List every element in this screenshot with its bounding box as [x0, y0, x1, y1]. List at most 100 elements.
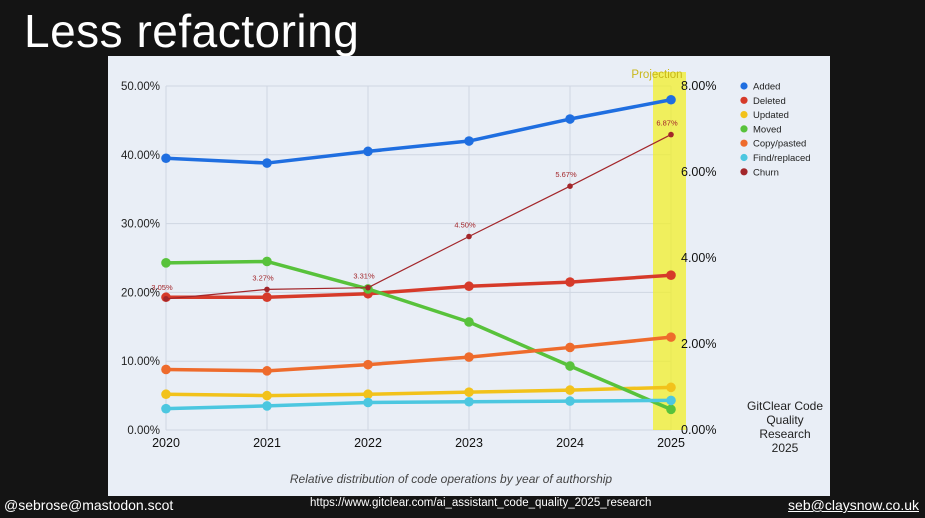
data-point: [565, 277, 575, 287]
data-point: [464, 136, 474, 146]
data-point: [262, 158, 272, 168]
data-point: [666, 270, 676, 280]
data-point: [464, 352, 474, 362]
data-point: [163, 296, 169, 302]
y-left-tick-label: 0.00%: [127, 425, 160, 437]
line-chart: Projection 3.05% 3.27% 3.31% 4.50% 5.67% 6.87…: [121, 69, 823, 486]
legend-label: Copy/pasted: [753, 139, 806, 150]
data-point: [464, 396, 474, 407]
data-point: [161, 258, 171, 268]
legend-marker: [740, 139, 748, 147]
legend-label: Deleted: [753, 96, 786, 107]
data-point: [161, 153, 171, 164]
legend-label: Churn: [753, 167, 779, 178]
data-point: [363, 359, 373, 370]
data-label: 6.87%: [656, 119, 678, 128]
data-point: [565, 385, 575, 395]
y-left-tick-label: 40.00%: [121, 150, 160, 162]
series-line-updated: [165, 385, 672, 398]
legend-label: Updated: [753, 110, 789, 121]
data-point: [666, 395, 676, 406]
data-point: [363, 397, 373, 408]
y-left-tick-label: 20.00%: [121, 287, 160, 299]
data-point: [666, 382, 676, 393]
data-point: [668, 131, 674, 138]
data-point: [262, 390, 272, 401]
footer-email: seb@claysnow.co.uk: [788, 497, 919, 513]
legend-marker: [740, 153, 748, 162]
data-point: [666, 94, 676, 105]
x-tick-label: 2020: [152, 436, 180, 450]
x-tick-label: 2021: [253, 436, 281, 450]
notes: GitClear CodeQualityResearch2025Relative…: [290, 399, 823, 486]
data-point: [466, 233, 472, 240]
data-point: [264, 286, 270, 293]
data-point: [161, 403, 171, 414]
x-tick-label: 2023: [455, 436, 483, 450]
legend-label: Added: [753, 82, 780, 93]
projection-highlight: Projection: [631, 69, 686, 430]
series-line-deleted: [166, 273, 672, 299]
chart-caption: Relative distribution of code operations…: [290, 472, 613, 486]
data-point: [262, 292, 272, 303]
data-label: 5.67%: [555, 170, 577, 179]
data-point: [565, 114, 575, 124]
y-left-tick-label: 50.00%: [121, 81, 160, 93]
legend-marker: [740, 125, 748, 133]
data-point: [365, 284, 371, 291]
source-note-line: Quality: [766, 413, 803, 427]
data-point: [565, 342, 575, 353]
slide-title: Less refactoring: [24, 5, 360, 57]
data-point: [666, 332, 676, 342]
data-label: 4.50%: [454, 221, 476, 230]
data-label: 3.05%: [151, 283, 173, 292]
legend: Added Deleted Updated Moved Copy/pasted Find/…: [740, 82, 811, 178]
legend-marker: [740, 168, 748, 176]
y-right-tick-label: 2.00%: [681, 337, 716, 351]
legend-marker: [740, 111, 748, 119]
y-left-tick-label: 10.00%: [121, 356, 160, 368]
data-point: [565, 361, 575, 371]
data-point: [567, 183, 573, 189]
footer-source-url: https://www.gitclear.com/ai_assistant_co…: [310, 497, 652, 509]
data-label: 3.31%: [353, 272, 375, 281]
legend-label: Find/replaced: [753, 153, 811, 164]
series-line-moved: [165, 259, 672, 411]
x-tick-label: 2025: [657, 436, 685, 450]
y-right-tick-label: 6.00%: [681, 165, 716, 179]
source-note-line: GitClear Code: [747, 399, 823, 413]
data-point: [464, 317, 474, 327]
legend-marker: [740, 82, 748, 90]
series-line-find-replaced: [165, 398, 672, 411]
projection-label: Projection: [631, 69, 682, 81]
data-point: [262, 256, 272, 267]
x-tick-label: 2022: [354, 436, 382, 450]
y-right-tick-label: 8.00%: [681, 79, 716, 93]
footer-mastodon-handle: @sebrose@mastodon.scot: [4, 497, 174, 513]
data-point: [363, 146, 373, 157]
legend-marker: [740, 96, 748, 104]
chart-panel: Projection 3.05% 3.27% 3.31% 4.50% 5.67% 6.87…: [108, 56, 830, 496]
y-right-tick-label: 0.00%: [681, 423, 716, 437]
data-point: [161, 389, 171, 400]
projection-band: [653, 72, 686, 430]
data-label: 3.27%: [252, 273, 274, 282]
series-line-churn: [165, 134, 672, 300]
series-lines: 3.05% 3.27% 3.31% 4.50% 5.67% 6.87%: [151, 94, 678, 415]
data-point: [262, 401, 272, 411]
axes: 0.00% 10.00% 20.00% 30.00% 40.00% 50.00% 2020 2…: [121, 79, 716, 450]
y-right-tick-label: 4.00%: [681, 251, 716, 265]
series-line-copy-pasted: [165, 335, 672, 373]
data-point: [666, 404, 676, 415]
data-point: [161, 364, 171, 375]
source-note-line: 2025: [772, 441, 799, 455]
data-point: [565, 396, 575, 406]
data-point: [464, 281, 474, 292]
y-left-tick-label: 30.00%: [121, 219, 160, 231]
data-point: [363, 389, 373, 400]
series-line-added: [165, 98, 672, 165]
source-note-line: Research: [759, 427, 810, 441]
legend-label: Moved: [753, 124, 782, 135]
data-point: [262, 366, 272, 376]
data-point: [464, 387, 474, 397]
